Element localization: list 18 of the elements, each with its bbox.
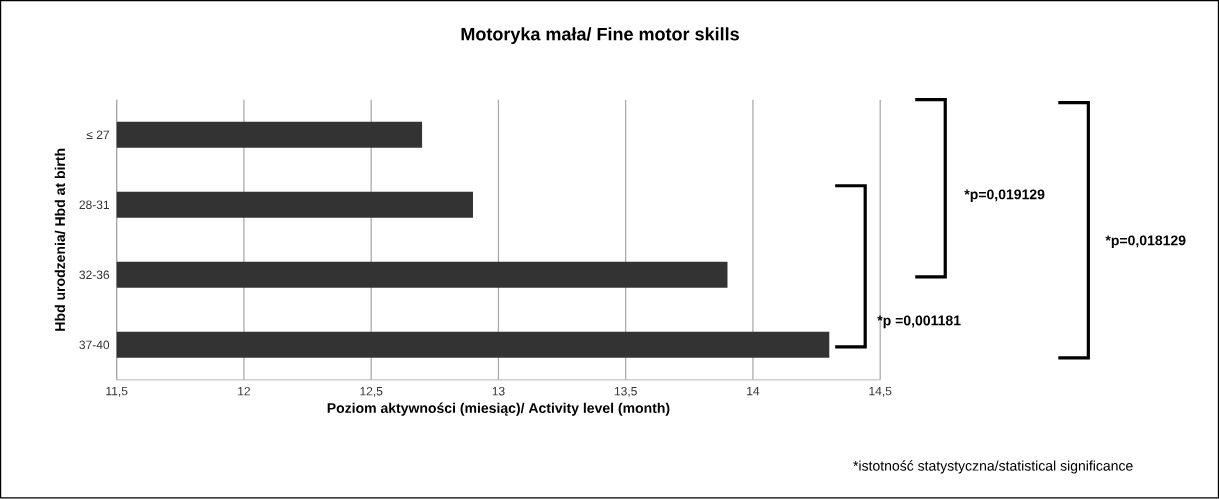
chart-title: Motoryka mała/ Fine motor skills	[461, 27, 739, 45]
x-tick-label: 14	[747, 387, 760, 396]
x-tick-label: 14,5	[869, 387, 892, 397]
x-tick-label: 13	[492, 387, 505, 396]
text: *p=0,018129	[1105, 235, 1186, 249]
x-axis-title: Poziom aktywności (miesiąc)/ Activity level (month)	[327, 402, 670, 417]
text: *istotność statystyczna/statistical significance	[853, 460, 1133, 474]
y-tick-label: 32-36	[79, 270, 110, 280]
x-tick-label: 13,5	[614, 387, 637, 398]
y-axis-title: Hbd urodzenia/ Hbd at birth	[54, 149, 66, 331]
x-tick-label: 12,5	[360, 387, 383, 398]
x-tick-label: 11,5	[106, 387, 128, 397]
y-tick-label: 37-40	[79, 340, 110, 350]
x-tick-label: 12	[238, 387, 251, 396]
y-tick-label: 28-31	[79, 200, 110, 210]
y-tick-label: ≤ 27	[86, 130, 110, 140]
annotation: *p =0,001181	[877, 315, 961, 329]
text: *p=0,019129	[964, 189, 1045, 203]
